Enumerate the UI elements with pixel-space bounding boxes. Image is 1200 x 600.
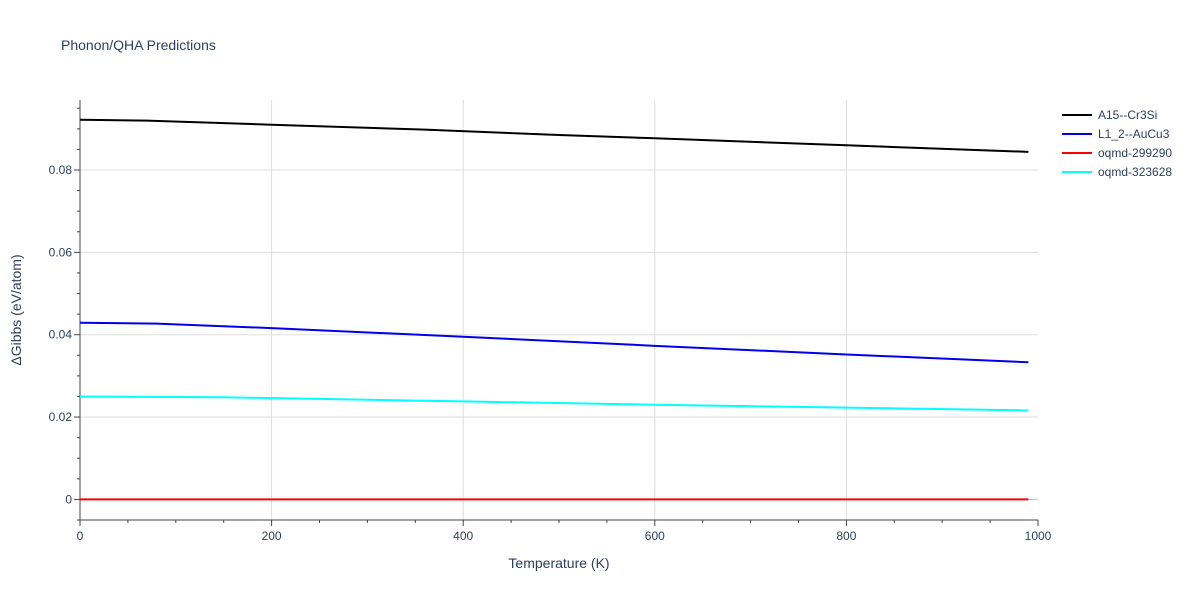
y-tick-label: 0.08: [49, 163, 73, 177]
y-tick-label: 0: [65, 492, 72, 506]
legend: A15--Cr3Si L1_2--AuCu3 oqmd-299290 oqmd-323…: [1062, 108, 1172, 179]
y-tick-label: 0.04: [49, 328, 73, 342]
x-tick-label: 800: [836, 529, 856, 543]
series-line: [79, 118, 1029, 153]
x-tick-label: 400: [453, 529, 473, 543]
legend-label: L1_2--AuCu3: [1098, 127, 1170, 141]
y-axis-title: ΔGibbs (eV/atom): [8, 254, 24, 365]
x-tick-label: 1000: [1025, 529, 1052, 543]
series-layer: [79, 118, 1029, 501]
ticks-layer: 0 200 400 600 800 1000 0 0.02 0.04 0.06 0.08: [49, 163, 1052, 543]
chart-title: Phonon/QHA Predictions: [61, 37, 216, 53]
x-tick-label: 200: [262, 529, 282, 543]
axes-layer: [74, 100, 1039, 526]
y-tick-label: 0.06: [49, 245, 73, 259]
legend-label: oqmd-323628: [1098, 165, 1172, 179]
legend-label: oqmd-299290: [1098, 146, 1172, 160]
x-tick-label: 0: [77, 529, 84, 543]
x-tick-label: 600: [645, 529, 665, 543]
legend-label: A15--Cr3Si: [1098, 108, 1157, 122]
x-axis-title: Temperature (K): [508, 555, 609, 571]
series-line: [79, 321, 1029, 364]
y-tick-label: 0.02: [49, 410, 73, 424]
grid-layer: [80, 100, 1038, 520]
series-line: [79, 395, 1029, 412]
